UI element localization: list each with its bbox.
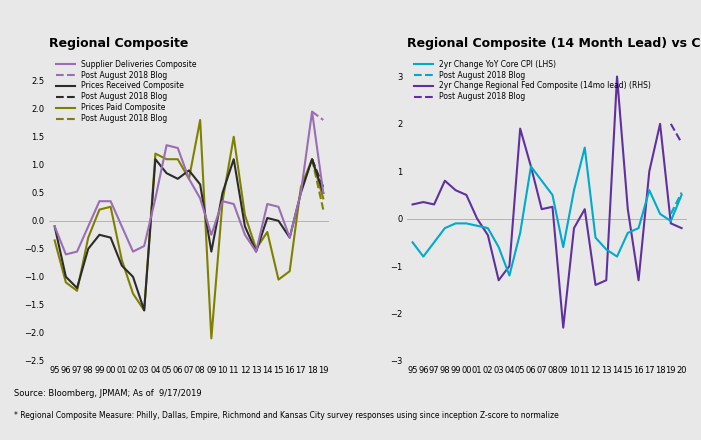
- Text: Regional Composite: Regional Composite: [49, 37, 189, 50]
- Text: * Regional Composite Measure: Philly, Dallas, Empire, Richmond and Kansas City s: * Regional Composite Measure: Philly, Da…: [14, 411, 559, 420]
- Legend: 2yr Change YoY Core CPI (LHS), Post August 2018 Blog, 2yr Change Regional Fed Co: 2yr Change YoY Core CPI (LHS), Post Augu…: [411, 57, 654, 104]
- Text: Regional Composite (14 Month Lead) vs Core CPI: Regional Composite (14 Month Lead) vs Co…: [407, 37, 701, 50]
- Legend: Supplier Deliveries Composite, Post August 2018 Blog, Prices Received Composite,: Supplier Deliveries Composite, Post Augu…: [53, 57, 200, 126]
- Text: Source: Bloomberg, JPMAM; As of  9/17/2019: Source: Bloomberg, JPMAM; As of 9/17/201…: [14, 389, 202, 398]
